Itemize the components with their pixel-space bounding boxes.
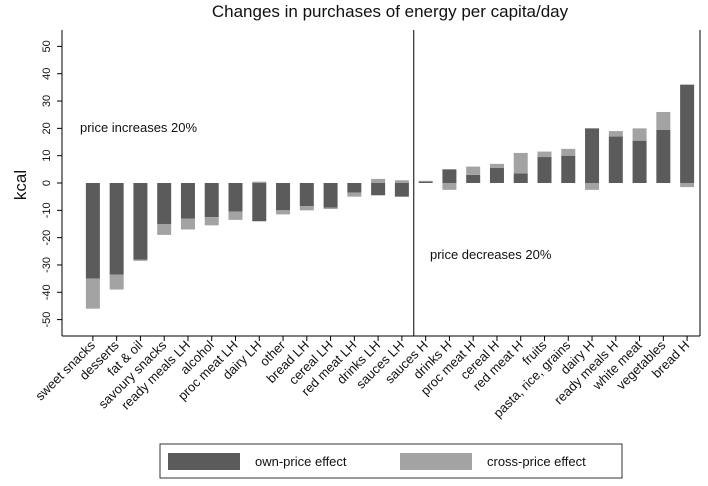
bar-segment [228, 183, 243, 212]
bar-segment [109, 274, 124, 290]
bar-segment [418, 181, 433, 183]
bar-segment [85, 183, 100, 279]
bar-segment [371, 178, 386, 183]
bar-segment [561, 148, 576, 156]
y-tick-label: -50 [41, 312, 53, 328]
bar-segment [632, 140, 647, 183]
bar-segment [632, 128, 647, 141]
bar-segment [109, 183, 124, 275]
bar-segment [489, 167, 504, 183]
bar-segment [656, 111, 671, 130]
y-tick-label: 30 [41, 95, 53, 107]
legend-swatch [168, 453, 240, 470]
y-tick-label: -30 [41, 257, 53, 273]
bar-segment [204, 183, 219, 218]
chart-title: Changes in purchases of energy per capit… [212, 2, 569, 21]
bar-segment [442, 183, 457, 190]
bar-segment [157, 183, 172, 224]
bar-segment [347, 192, 362, 197]
bar-segment [85, 278, 100, 309]
annotation: price decreases 20% [430, 247, 552, 262]
bar-segment [252, 183, 267, 222]
y-axis-label: kcal [11, 170, 30, 200]
bar-segment [442, 169, 457, 183]
bar-segment [204, 217, 219, 226]
y-tick-label: 40 [41, 68, 53, 80]
bar-segment [537, 151, 552, 158]
bar-segment [347, 183, 362, 193]
bar-segment [418, 180, 433, 182]
bar-segment [323, 207, 338, 209]
y-tick-label: 50 [41, 40, 53, 52]
bar-segment [513, 173, 528, 183]
y-tick-label: -20 [41, 230, 53, 246]
bar-segment [585, 128, 600, 183]
bar-segment [157, 223, 172, 235]
bar-segment [371, 183, 386, 196]
bar-segment [608, 131, 623, 137]
bar-segment [180, 218, 195, 230]
bar-segment [608, 136, 623, 183]
bar-segment [394, 183, 409, 197]
bar-segment [276, 183, 291, 211]
bar-segment [513, 152, 528, 174]
y-tick-label: -10 [41, 202, 53, 218]
bar-segment [466, 174, 481, 183]
bar-segment [180, 183, 195, 219]
y-tick-label: 20 [41, 122, 53, 134]
bar-segment [228, 211, 243, 220]
bar-segment [276, 210, 291, 215]
bar-segment [466, 166, 481, 175]
bar-segment [133, 259, 148, 261]
bar-segment [537, 157, 552, 183]
bar-segment [489, 163, 504, 168]
legend-label: own-price effect [255, 454, 347, 469]
bar-segment [394, 180, 409, 183]
bar-segment [133, 183, 148, 260]
bar-segment [656, 129, 671, 183]
y-tick-label: -40 [41, 284, 53, 300]
legend-box [159, 443, 623, 479]
bar-segment [299, 206, 314, 211]
legend-swatch [400, 453, 472, 470]
y-tick-label: 0 [41, 180, 53, 186]
bar-segment [323, 183, 338, 208]
bar-segment [299, 183, 314, 207]
legend-label: cross-price effect [487, 454, 586, 469]
bar-segment [561, 155, 576, 183]
annotation: price increases 20% [80, 120, 197, 135]
bar-segment [680, 183, 695, 188]
bar-segment [680, 84, 695, 183]
bar-segment [585, 183, 600, 190]
bar-segment [252, 181, 267, 183]
y-tick-label: 10 [41, 150, 53, 162]
